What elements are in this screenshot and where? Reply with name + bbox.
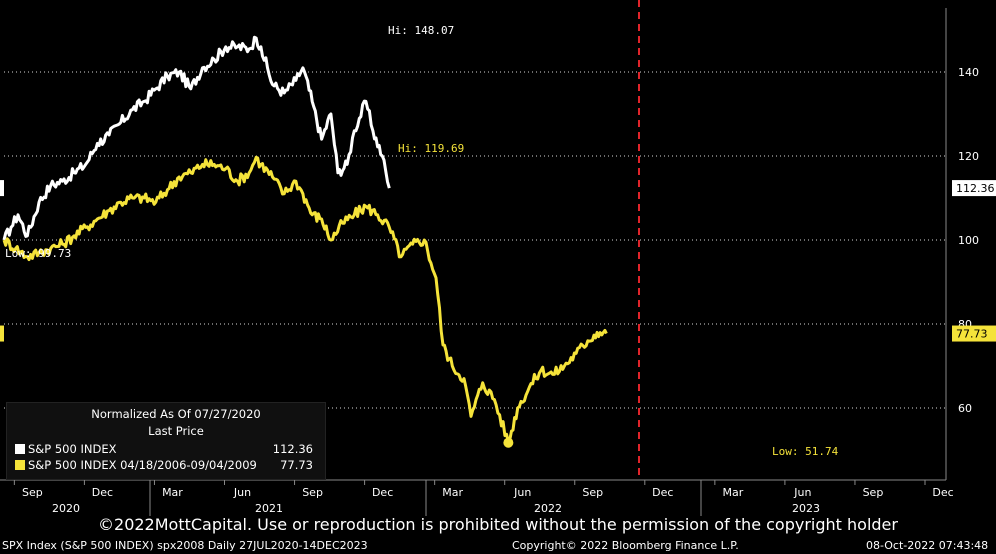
annotations: Hi: 148.07 Low: 99.73 Hi: 119.69 Low: 51.74… [0,24,996,458]
legend-row-2008: S&P 500 INDEX 04/18/2006-09/04/2009 77.7… [15,458,319,472]
legend-series-name: S&P 500 INDEX 04/18/2006-09/04/2009 [28,458,257,472]
x-tick-label: Jun [233,486,251,499]
low-label-2008: Low: 51.74 [772,445,839,458]
x-tick-label: Dec [92,486,113,499]
legend-swatch [15,460,25,470]
legend-row-current: S&P 500 INDEX 112.36 [15,442,319,456]
hi-label-current: Hi: 148.07 [388,24,454,37]
x-tick-label: Jun [513,486,531,499]
y-tick-label: 140 [958,66,979,79]
x-year-label: 2021 [255,502,283,515]
last-value-current: 112.36 [956,182,995,195]
x-tick-label: Sep [582,486,603,499]
legend-subtitle: Last Price [148,424,204,438]
y-tick-label: 100 [958,234,979,247]
x-tick-label: Dec [372,486,393,499]
legend: Normalized As Of 07/27/2020 Last Price S… [6,402,326,480]
low-label-current: Low: 99.73 [5,247,71,260]
x-tick-label: Mar [442,486,463,499]
x-year-label: 2022 [534,502,562,515]
series-line-current [2,35,391,241]
x-tick-label: Mar [162,486,183,499]
x-tick-label: Jun [793,486,811,499]
footer: SPX Index (S&P 500 INDEX) spx2008 Daily … [0,538,996,554]
copyright-overlay: ©2022MottCapital. Use or reproduction is… [98,515,898,534]
legend-swatch [15,444,25,454]
low-marker-2008 [503,437,514,448]
left-tag-current [0,180,4,197]
x-tick-label: Sep [22,486,43,499]
legend-series-value: 112.36 [272,442,313,456]
x-tick-label: Dec [932,486,953,499]
last-value-tag-2008 [952,325,996,342]
footer-right: 08-Oct-2022 07:43:48 [866,539,989,552]
x-tick-label: Dec [652,486,673,499]
last-value-tag-current [952,180,996,197]
y-tick-label: 120 [958,150,979,163]
last-value-2008: 77.73 [956,328,988,341]
legend-title: Normalized As Of 07/27/2020 [91,407,261,421]
left-tag-2008 [0,325,4,342]
footer-center: Copyright© 2022 Bloomberg Finance L.P. [512,539,739,552]
hi-label-2008: Hi: 119.69 [398,142,464,155]
footer-left: SPX Index (S&P 500 INDEX) spx2008 Daily … [2,539,368,552]
gridlines [4,71,946,409]
x-axis: Sep Dec Mar Jun Sep Dec Mar Jun Sep Dec Mar Jun Sep D… [0,479,954,516]
legend-series-value: 77.73 [280,458,313,472]
y-tick-label: 60 [958,402,972,415]
x-year-label: 2023 [792,502,820,515]
x-tick-label: Mar [722,486,743,499]
legend-series-name: S&P 500 INDEX [28,442,117,456]
series-line-2008 [2,155,608,445]
x-tick-label: Sep [863,486,884,499]
x-tick-label: Sep [302,486,323,499]
x-year-label: 2020 [52,502,80,515]
